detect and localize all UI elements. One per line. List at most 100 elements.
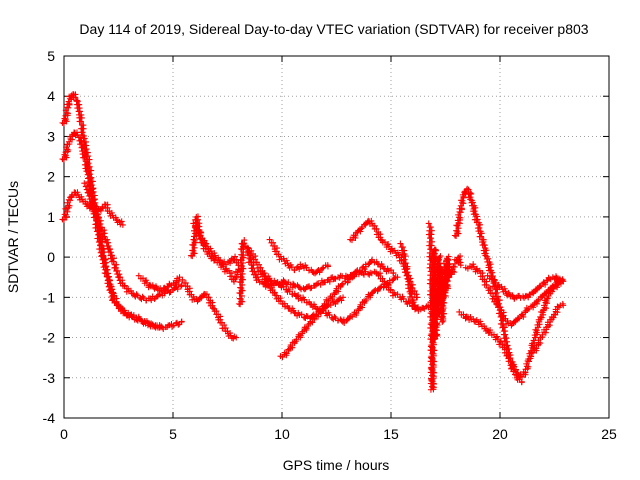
- data-point: [481, 241, 488, 248]
- data-point: [457, 214, 464, 221]
- point-layer: [59, 91, 567, 393]
- data-point: [411, 306, 418, 313]
- data-point: [444, 260, 451, 267]
- data-point: [106, 249, 113, 256]
- data-point: [213, 311, 220, 318]
- data-point: [191, 237, 198, 244]
- data-point: [457, 253, 464, 260]
- series-track-d: [81, 180, 185, 304]
- data-point: [111, 292, 118, 299]
- series-track-c: [59, 189, 126, 228]
- data-point: [66, 202, 73, 209]
- data-point: [61, 115, 68, 122]
- data-point: [96, 224, 103, 231]
- data-point: [77, 141, 84, 148]
- data-point: [401, 260, 408, 267]
- data-point: [102, 236, 109, 243]
- data-point: [64, 101, 71, 108]
- data-point: [441, 299, 448, 306]
- data-point: [233, 334, 240, 341]
- data-point: [468, 190, 475, 197]
- data-point: [98, 253, 105, 260]
- data-point: [115, 274, 122, 281]
- data-point: [191, 250, 198, 257]
- data-point: [81, 154, 88, 161]
- data-point: [239, 252, 246, 259]
- data-point: [496, 297, 503, 304]
- data-point: [65, 104, 72, 111]
- data-point: [480, 238, 487, 245]
- y-tick-label: 5: [47, 48, 55, 64]
- data-point: [102, 256, 109, 263]
- data-point: [467, 196, 474, 203]
- y-tick-label: 0: [47, 249, 55, 265]
- data-point: [456, 256, 463, 263]
- data-point: [522, 307, 529, 314]
- data-point: [373, 225, 380, 232]
- data-point: [179, 276, 186, 283]
- data-point: [190, 220, 197, 227]
- data-point: [83, 168, 90, 175]
- data-point: [428, 364, 435, 371]
- data-point: [434, 322, 441, 329]
- data-point: [492, 279, 499, 286]
- data-point: [474, 216, 481, 223]
- data-point: [457, 262, 464, 269]
- data-point: [490, 331, 497, 338]
- data-point: [315, 306, 322, 313]
- data-point: [117, 306, 124, 313]
- x-tick-label: 25: [601, 426, 617, 442]
- data-point: [94, 228, 101, 235]
- data-point: [434, 332, 441, 339]
- data-point: [502, 335, 509, 342]
- data-point: [270, 242, 277, 249]
- series-track-u: [484, 272, 567, 302]
- tick-layer: 0 5 10 15 20 25 -4 -3 -2 -1 0 1 2 3 4 5: [43, 48, 617, 442]
- data-point: [488, 275, 495, 282]
- data-point: [440, 302, 447, 309]
- data-point: [484, 258, 491, 265]
- y-tick-label: -3: [43, 370, 56, 386]
- data-point: [403, 272, 410, 279]
- data-point: [454, 228, 461, 235]
- data-point: [441, 292, 448, 299]
- data-point: [85, 171, 92, 178]
- data-point: [440, 295, 447, 302]
- y-tick-label: -4: [43, 410, 56, 426]
- data-point: [457, 209, 464, 216]
- data-point: [110, 258, 117, 265]
- data-point: [239, 281, 246, 288]
- data-point: [78, 114, 85, 121]
- data-point: [95, 239, 102, 246]
- data-point: [114, 300, 120, 307]
- data-point: [439, 308, 446, 315]
- data-point: [82, 151, 89, 158]
- data-point: [352, 232, 359, 239]
- data-point: [239, 287, 246, 294]
- data-point: [408, 293, 415, 300]
- data-point: [529, 340, 536, 347]
- data-point: [391, 275, 398, 282]
- data-point: [459, 197, 466, 204]
- data-point: [156, 324, 163, 331]
- data-point: [238, 274, 245, 281]
- data-point: [432, 246, 439, 253]
- data-point: [324, 262, 331, 269]
- data-point: [477, 233, 484, 240]
- data-point: [76, 108, 83, 115]
- data-point: [64, 208, 71, 215]
- x-tick-label: 20: [492, 426, 508, 442]
- data-point: [111, 264, 118, 271]
- data-point: [319, 265, 326, 272]
- data-point: [560, 278, 567, 285]
- data-point: [507, 358, 514, 365]
- series-track-k: [266, 236, 331, 277]
- y-tick-label: 4: [47, 88, 55, 104]
- data-point: [79, 144, 86, 151]
- data-point: [456, 308, 463, 315]
- series-track-m: [277, 256, 397, 361]
- y-tick-label: 2: [47, 169, 55, 185]
- data-point: [85, 179, 92, 186]
- data-point: [560, 302, 567, 309]
